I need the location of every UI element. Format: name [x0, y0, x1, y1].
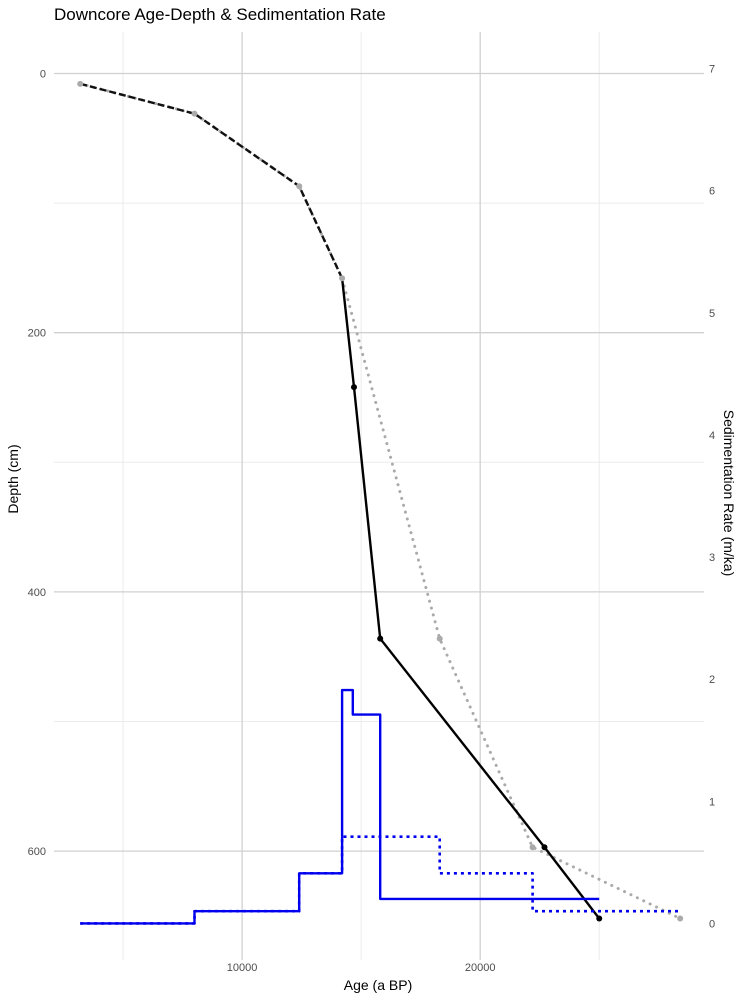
grey-data-point	[677, 915, 684, 922]
black-data-point	[351, 384, 357, 391]
series-line-black-dashed	[79, 82, 344, 279]
y2-tick-label: 2	[709, 674, 715, 686]
black-data-point	[377, 635, 384, 642]
tick-label-layer: 10000 20000 0 200 400 600 0 1 2 3 4 5 6 7	[28, 64, 715, 974]
y2-tick-label: 6	[709, 186, 715, 198]
marker-layer	[77, 80, 684, 922]
y2-tick-label: 7	[709, 64, 715, 76]
x-tick-label: 20000	[465, 962, 496, 974]
y-tick-label: 600	[28, 846, 46, 858]
series-line-blue-dotted-step	[80, 835, 681, 925]
y-tick-label: 200	[28, 328, 46, 340]
y2-tick-label: 0	[709, 918, 715, 930]
y2-tick-label: 1	[709, 796, 715, 808]
y-tick-label: 400	[28, 587, 46, 599]
black-data-point	[596, 915, 603, 922]
grey-data-point	[529, 844, 536, 851]
x-axis-label: Age (a BP)	[344, 977, 412, 993]
y2-axis-label: Sedimentation Rate (m/ka)	[721, 410, 737, 577]
x-tick-label: 10000	[227, 962, 258, 974]
y2-tick-label: 5	[709, 308, 715, 320]
grey-data-point	[191, 110, 198, 117]
grey-data-point	[296, 183, 303, 190]
chart-title: Downcore Age-Depth & Sedimentation Rate	[54, 5, 386, 24]
y2-tick-label: 4	[709, 430, 715, 442]
y-axis-label: Depth (cm)	[5, 444, 21, 513]
black-data-point	[541, 844, 548, 851]
y2-tick-label: 3	[709, 552, 715, 564]
series-line-blue-solid-step	[80, 688, 600, 925]
series-layer	[78, 82, 682, 925]
y-tick-label: 0	[40, 68, 46, 80]
grey-data-point	[436, 635, 443, 642]
grey-data-point	[77, 80, 84, 87]
grey-data-point	[339, 275, 346, 282]
